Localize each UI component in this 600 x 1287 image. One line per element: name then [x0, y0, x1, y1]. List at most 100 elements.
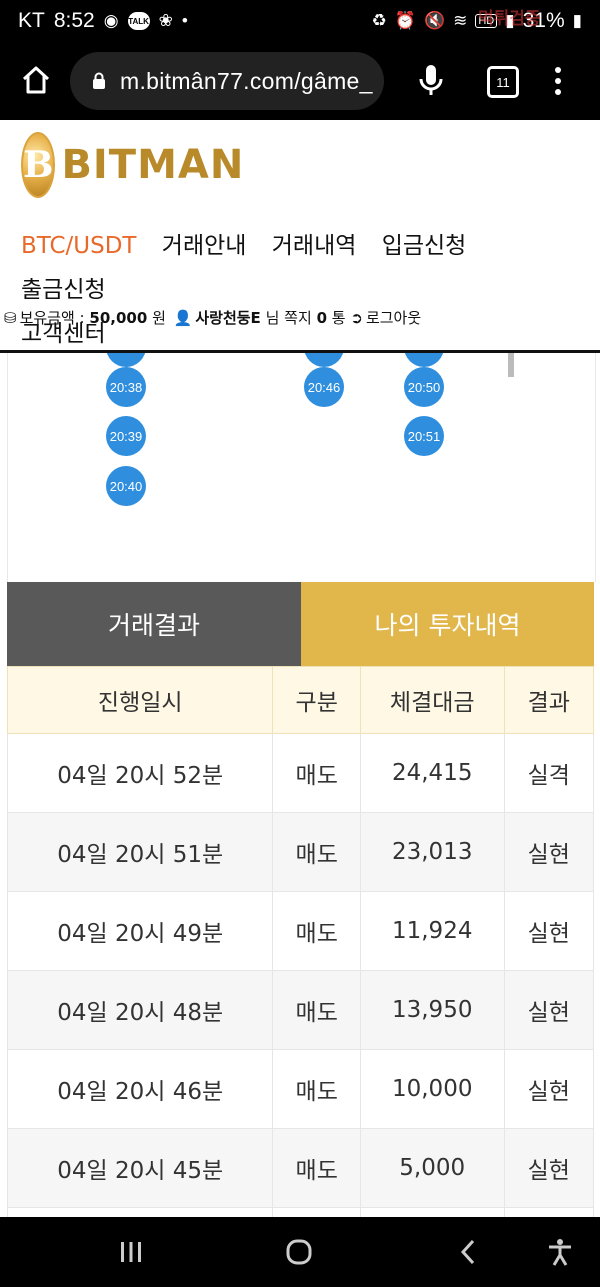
header-divider	[0, 350, 600, 353]
carrier-label: KT	[18, 9, 45, 32]
username: 사랑천둥E	[195, 309, 261, 327]
more-vert-icon[interactable]	[553, 64, 563, 98]
tab-my-investments[interactable]: 나의 투자내역	[301, 582, 594, 666]
wifi-icon: ≋	[453, 11, 468, 30]
kakaotalk-icon: TALK	[127, 12, 150, 30]
balance-unit: 원	[152, 309, 166, 327]
col-header-result: 결과	[503, 666, 595, 734]
logout-icon[interactable]: ➲	[350, 308, 363, 327]
voice-search-button[interactable]	[416, 62, 446, 100]
time-slot[interactable]: 20:38	[106, 367, 146, 407]
time-slot[interactable]: 20:51	[404, 416, 444, 456]
nav-item-btc-usdt[interactable]: BTC/USDT	[21, 233, 137, 259]
nav-item-customer-center[interactable]: 고객센터	[21, 321, 106, 347]
time-slot-partial	[106, 353, 146, 367]
mic-icon	[419, 65, 443, 95]
user-icon: 👤	[173, 308, 193, 327]
dot-icon: •	[181, 11, 188, 30]
table-row: 04일 20시 48분 매도 13,950 실현	[6, 970, 595, 1050]
nav-item-trade-history[interactable]: 거래내역	[271, 233, 357, 259]
cell-type: 매도	[272, 812, 361, 892]
alarm-icon: ⏰	[394, 11, 416, 30]
table-row: 04일 20시 45분 매도 5,000 실현	[6, 1128, 595, 1208]
cell-type: 매도	[272, 1128, 361, 1208]
nav-item-withdraw[interactable]: 출금신청	[21, 277, 106, 303]
cell-type: 매도	[272, 891, 361, 971]
cell-amount: 13,950	[359, 970, 505, 1050]
time-slot-partial	[304, 353, 344, 367]
col-header-type: 구분	[272, 666, 361, 734]
tab-trade-results[interactable]: 거래결과	[7, 582, 301, 666]
site-header: B BITMAN BTC/USDT 거래안내 거래내역 입금신청 출금신청 고객…	[0, 120, 600, 352]
cell-datetime: 04일 20시 52분	[6, 733, 274, 813]
cell-amount: 24,415	[359, 733, 505, 813]
table-header-row: 진행일시 구분 체결대금 결과	[6, 666, 595, 734]
address-bar[interactable]: m.bitmân77.com/gâme_	[70, 52, 384, 110]
accessibility-icon[interactable]	[546, 1237, 574, 1267]
coins-icon: ⛁	[4, 308, 17, 327]
time-slot[interactable]: 20:50	[404, 367, 444, 407]
balance-value: 50,000	[89, 308, 148, 327]
cell-amount: 10,000	[359, 1049, 505, 1129]
logout-link[interactable]: 로그아웃	[365, 309, 422, 327]
cell-result: 실현	[503, 812, 595, 892]
time-slot-panel: 20:38 20:39 20:40 20:46 20:50 20:51	[7, 353, 596, 582]
message-unit: 통	[331, 309, 346, 327]
signal-icon: ▮	[505, 11, 515, 30]
cell-datetime: 04일 20시 48분	[6, 970, 274, 1050]
col-header-datetime: 진행일시	[6, 666, 274, 734]
honorific: 님	[265, 309, 280, 327]
col-header-amount: 체결대금	[359, 666, 505, 734]
table-row: 04일 20시 51분 매도 23,013 실현	[6, 812, 595, 892]
battery-level: 31%	[522, 9, 565, 32]
bitcoin-coin-icon: B	[21, 132, 56, 198]
cell-datetime: 04일 20시 51분	[6, 812, 274, 892]
site-logo[interactable]: B BITMAN	[21, 132, 245, 198]
cell-type: 매도	[272, 733, 361, 813]
time-slot[interactable]: 20:39	[106, 416, 146, 456]
recycle-icon: ♻	[371, 11, 387, 30]
recent-apps-icon[interactable]	[118, 1239, 144, 1265]
hd-badge: HD	[475, 14, 498, 28]
cell-result: 실격	[503, 733, 595, 813]
lock-icon	[93, 72, 105, 89]
cell-datetime: 04일 20시 46분	[6, 1049, 274, 1129]
time-slot[interactable]: 20:40	[106, 466, 146, 506]
cell-result: 실현	[503, 891, 595, 971]
battery-icon: ▮	[572, 11, 582, 30]
time-slot[interactable]: 20:46	[304, 367, 344, 407]
nav-item-trade-guide[interactable]: 거래안내	[161, 233, 247, 259]
balance-label: 보유금액 :	[19, 309, 85, 327]
cell-result: 실현	[503, 1049, 595, 1129]
result-tabs: 거래결과 나의 투자내역	[7, 582, 594, 666]
home-button[interactable]	[18, 62, 54, 98]
table-row: 04일 20시 49분 매도 11,924 실현	[6, 891, 595, 971]
main-nav: BTC/USDT 거래안내 거래내역 입금신청 출금신청 고객센터	[21, 224, 591, 356]
nav-item-deposit[interactable]: 입금신청	[381, 233, 467, 259]
cell-type: 매도	[272, 1049, 361, 1129]
back-icon[interactable]	[456, 1237, 480, 1267]
notification-icon: ◉	[103, 11, 119, 30]
app-icon: ❀	[158, 11, 173, 30]
scrollbar[interactable]	[508, 353, 514, 377]
message-count: 0	[316, 308, 327, 327]
time-slot-partial	[404, 353, 444, 367]
cell-type: 매도	[272, 970, 361, 1050]
system-nav-bar	[0, 1217, 600, 1287]
trade-results-table: 진행일시 구분 체결대금 결과 04일 20시 52분 매도 24,415 실격…	[6, 666, 595, 1287]
watermark-logo: 먹튀검증	[478, 9, 541, 28]
user-info-bar: ⛁ 보유금액 : 50,000 원 👤 사랑천둥E 님 쪽지 0 통 ➲ 로그아…	[4, 307, 421, 328]
table-row: 04일 20시 52분 매도 24,415 실격	[6, 733, 595, 813]
home-circle-icon[interactable]	[284, 1237, 314, 1267]
url-text: m.bitmân77.com/gâme_	[120, 67, 373, 94]
cell-result: 실현	[503, 970, 595, 1050]
cell-result: 실현	[503, 1128, 595, 1208]
tab-switcher-button[interactable]: 11	[487, 66, 519, 98]
logo-text: BITMAN	[61, 142, 245, 188]
cell-amount: 11,924	[359, 891, 505, 971]
table-row: 04일 20시 46분 매도 10,000 실현	[6, 1049, 595, 1129]
message-link[interactable]: 쪽지	[284, 309, 312, 327]
home-icon	[22, 66, 50, 94]
mute-icon: 🔇	[423, 11, 446, 30]
browser-toolbar: m.bitmân77.com/gâme_ 11	[0, 44, 600, 120]
